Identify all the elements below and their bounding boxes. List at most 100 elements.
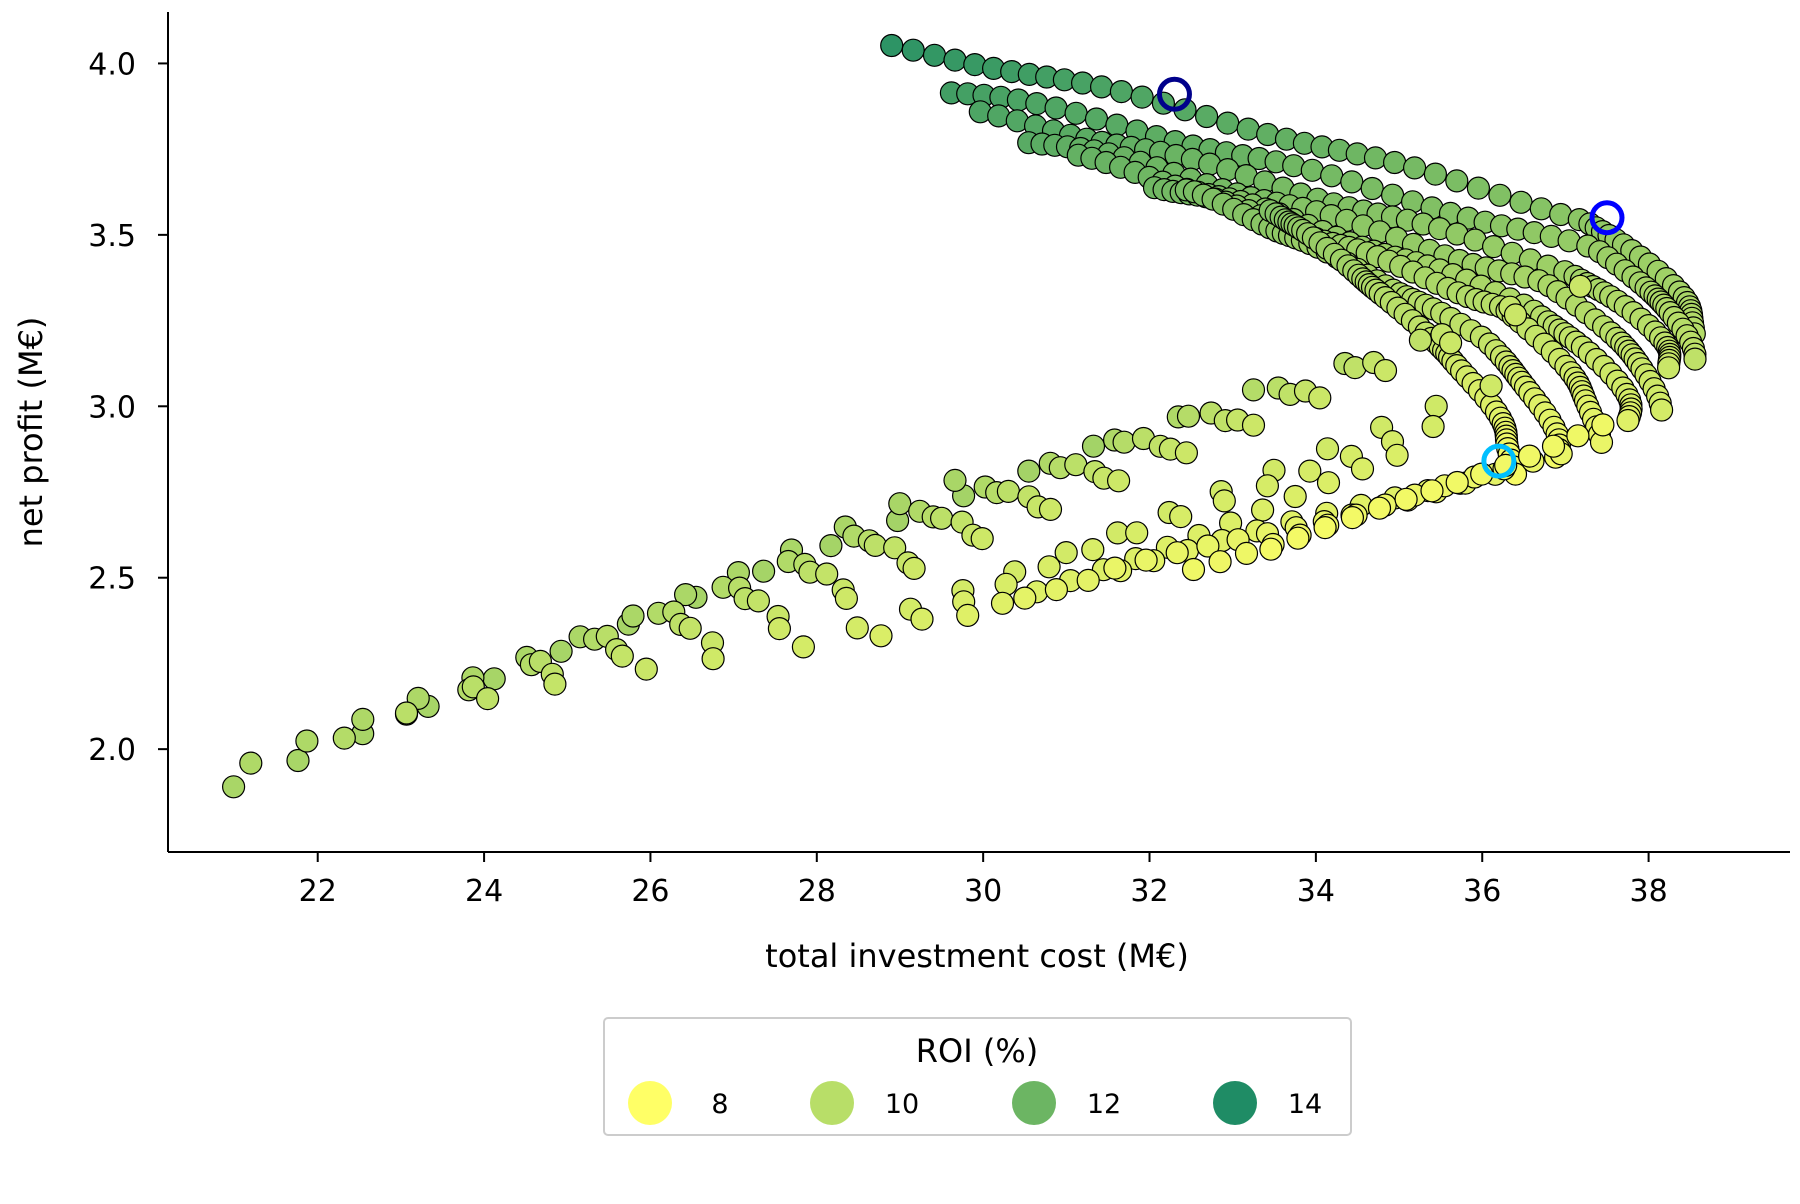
scatter-point bbox=[1234, 541, 1259, 566]
scatter-point bbox=[929, 506, 954, 530]
scatter-point bbox=[1025, 91, 1049, 116]
scatter-point bbox=[1656, 356, 1681, 380]
scatter-point bbox=[880, 33, 904, 58]
legend-marker bbox=[628, 1081, 672, 1125]
scatter-point bbox=[1479, 374, 1503, 398]
scatter-point bbox=[1044, 577, 1069, 602]
scatter-point bbox=[482, 667, 506, 691]
scatter-point bbox=[1568, 274, 1592, 298]
scatter-point bbox=[834, 586, 859, 611]
scatter-point bbox=[1112, 430, 1136, 454]
scatter-point bbox=[863, 533, 887, 558]
scatter-point bbox=[1360, 176, 1384, 201]
highlighted-point bbox=[1156, 76, 1192, 112]
scatter-point bbox=[963, 52, 987, 77]
scatter-point bbox=[994, 572, 1018, 596]
legend-label: 12 bbox=[1087, 1089, 1121, 1120]
scatter-point bbox=[1130, 85, 1154, 109]
scatter-point bbox=[888, 492, 912, 516]
y-tick-label: 2.5 bbox=[88, 562, 136, 597]
scatter-point bbox=[1503, 303, 1528, 327]
scatter-point bbox=[1423, 162, 1448, 186]
legend-marker bbox=[1213, 1081, 1257, 1125]
scatter-point bbox=[1044, 96, 1068, 120]
scatter-point bbox=[1259, 537, 1283, 561]
scatter-point bbox=[1165, 541, 1189, 565]
scatter-point bbox=[1236, 117, 1260, 141]
scatter-point bbox=[1541, 434, 1566, 458]
scatter-point bbox=[1212, 489, 1236, 513]
legend-title: ROI (%) bbox=[916, 1032, 1038, 1070]
scatter-point bbox=[1084, 107, 1109, 131]
scatter-point bbox=[1420, 479, 1444, 503]
scatter-point bbox=[1054, 540, 1078, 565]
scatter-point bbox=[351, 707, 375, 732]
scatter-point bbox=[1488, 183, 1512, 207]
scatter-point bbox=[1105, 113, 1129, 137]
legend: ROI (%) 8 10 12 14 bbox=[603, 1017, 1352, 1136]
scatter-point bbox=[1591, 413, 1615, 437]
scatter-point bbox=[1298, 459, 1322, 483]
scatter-point bbox=[1445, 169, 1469, 193]
scatter-point bbox=[1380, 183, 1405, 207]
scatter-point bbox=[1255, 474, 1280, 498]
scatter-point bbox=[943, 48, 967, 72]
scatter-point bbox=[943, 468, 967, 492]
scatter-point bbox=[922, 43, 947, 67]
highlighted-point bbox=[1481, 443, 1517, 479]
legend-marker bbox=[1012, 1081, 1056, 1125]
scatter-point bbox=[1408, 328, 1433, 352]
scatter-point bbox=[1283, 484, 1307, 509]
scatter-point bbox=[1616, 408, 1640, 433]
scatter-point bbox=[1196, 534, 1220, 558]
scatter-point bbox=[910, 607, 934, 631]
x-tick-label: 32 bbox=[1130, 874, 1168, 909]
scatter-point bbox=[1109, 79, 1134, 104]
scatter-point bbox=[295, 729, 319, 753]
axes-layer: 22 24 26 28 30 32 34 36 38 2.0 2.5 3.0 3.5 4.0 total… bbox=[12, 12, 1790, 975]
legend-label: 8 bbox=[711, 1089, 728, 1120]
scatter-point bbox=[1241, 378, 1266, 402]
x-tick-label: 30 bbox=[964, 874, 1002, 909]
scatter-point bbox=[1308, 386, 1332, 410]
scatter-point bbox=[1038, 497, 1063, 521]
scatter-point bbox=[1176, 404, 1201, 428]
scatter-point bbox=[1517, 444, 1542, 468]
x-axis-label: total investment cost (M€) bbox=[765, 937, 1189, 975]
scatter-point bbox=[1134, 548, 1158, 572]
scatter-point bbox=[1037, 555, 1061, 579]
scatter-point bbox=[1382, 150, 1407, 175]
scatter-point bbox=[1081, 537, 1105, 562]
scatter-point bbox=[1174, 441, 1199, 465]
scatter-point bbox=[1169, 504, 1193, 529]
scatter-point bbox=[1367, 496, 1392, 520]
scatter-point bbox=[394, 701, 419, 725]
scatter-point bbox=[1402, 156, 1427, 180]
scatter-point bbox=[1385, 443, 1409, 467]
y-tick-label: 3.5 bbox=[88, 219, 136, 254]
scatter-point bbox=[1194, 104, 1219, 129]
x-tick-label: 38 bbox=[1630, 874, 1668, 909]
legend-label: 10 bbox=[885, 1089, 919, 1120]
scatter-point bbox=[902, 556, 926, 581]
scatter-point bbox=[1529, 197, 1553, 221]
scatter-point bbox=[1300, 158, 1324, 182]
scatter-point bbox=[1106, 469, 1131, 493]
scatter-point bbox=[1103, 556, 1127, 580]
y-tick-label: 2.0 bbox=[88, 733, 136, 768]
scatter-point bbox=[1250, 498, 1275, 522]
legend-marker bbox=[810, 1081, 854, 1125]
scatter-point bbox=[476, 686, 500, 711]
scatter-point bbox=[621, 604, 645, 628]
scatter-point bbox=[1070, 71, 1095, 95]
scatter-point bbox=[1394, 487, 1418, 511]
x-tick-label: 36 bbox=[1463, 874, 1501, 909]
scatter-point bbox=[751, 559, 776, 583]
scatter-point bbox=[634, 657, 658, 681]
scatter-point bbox=[1350, 457, 1375, 481]
legend-frame bbox=[603, 1017, 1352, 1136]
scatter-point bbox=[1181, 557, 1206, 582]
scatter-point bbox=[549, 639, 573, 663]
scatter-point bbox=[239, 751, 263, 775]
scatter-point bbox=[1315, 437, 1340, 461]
